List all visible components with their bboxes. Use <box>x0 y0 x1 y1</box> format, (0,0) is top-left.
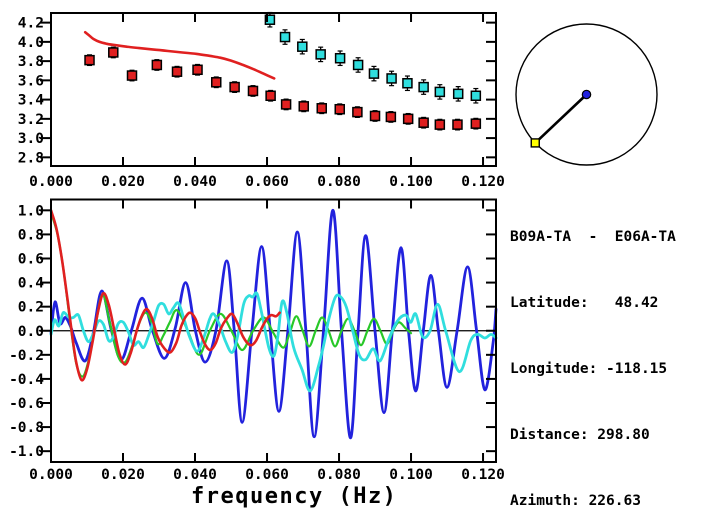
group-velocity-points-cyan <box>264 11 482 104</box>
group-velocity-points-red <box>84 46 482 131</box>
x-tick-label: 0.020 <box>101 174 145 190</box>
x-tick-label: 0.100 <box>389 467 433 483</box>
x-tick-label: 0.100 <box>389 174 433 190</box>
y-tick-label: 0.4 <box>18 276 44 292</box>
y-tick-label: 0.0 <box>18 324 44 340</box>
correlation-red <box>49 209 281 382</box>
station-pair-title: B09A-TA - E06A-TA <box>510 229 676 245</box>
x-tick-label: 0.000 <box>29 467 73 483</box>
longitude-row: Longitude: -118.15 <box>510 361 668 377</box>
frequency-axis-label: frequency (Hz) <box>191 484 398 509</box>
x-tick-label: 0.120 <box>461 174 505 190</box>
x-tick-label: 0.000 <box>29 174 73 190</box>
azimuth-dial <box>515 23 658 166</box>
x-tick-label: 0.080 <box>317 174 361 190</box>
center-station-dot <box>581 89 592 100</box>
y-tick-label: -1.0 <box>9 444 44 460</box>
correlation-cyan <box>49 291 498 393</box>
y-tick-label: 0.8 <box>18 227 44 243</box>
azimuth-pointer <box>534 93 588 144</box>
y-tick-label: 4.2 <box>18 16 44 32</box>
x-tick-label: 0.040 <box>173 174 217 190</box>
y-tick-label: 3.6 <box>18 73 44 89</box>
x-tick-label: 0.080 <box>317 467 361 483</box>
y-tick-label: 0.2 <box>18 300 44 316</box>
x-tick-label: 0.060 <box>245 174 289 190</box>
y-tick-label: 2.8 <box>18 150 44 166</box>
y-tick-label: 3.8 <box>18 54 44 70</box>
x-tick-label: 0.040 <box>173 467 217 483</box>
y-tick-label: 3.4 <box>18 93 44 109</box>
y-tick-label: 4.0 <box>18 35 44 51</box>
y-tick-label: -0.4 <box>9 372 44 388</box>
latitude-row: Latitude: 48.42 <box>510 295 659 311</box>
y-tick-label: 0.6 <box>18 252 44 268</box>
group-velocity-plot: 2.8 3.0 3.2 3.4 3.6 3.8 4.0 4.2 0.000 0.020 0.040 0… <box>18 11 505 190</box>
station-info: B09A-TA - E06A-TA Latitude: 48.42 Longit… <box>510 182 676 519</box>
waveform-correlation-plot: -1.0 -0.8 -0.6 -0.4 -0.2 0.0 0.2 0.4 0.6 0.8 1.0 0.… <box>9 198 505 483</box>
distance-row: Distance: 298.80 <box>510 427 650 443</box>
reference-velocity-curve <box>83 30 276 80</box>
x-tick-label: 0.120 <box>461 467 505 483</box>
y-tick-label: 3.2 <box>18 112 44 128</box>
y-tick-label: 3.0 <box>18 131 44 147</box>
x-tick-label: 0.020 <box>101 467 145 483</box>
y-tick-label: -0.6 <box>9 396 44 412</box>
y-tick-label: -0.2 <box>9 348 44 364</box>
azimuth-row: Azimuth: 226.63 <box>510 493 641 509</box>
dial-circle <box>515 23 658 166</box>
remote-station-marker <box>530 138 540 148</box>
x-tick-label: 0.060 <box>245 467 289 483</box>
y-tick-label: 1.0 <box>18 203 44 219</box>
y-tick-label: -0.8 <box>9 420 44 436</box>
